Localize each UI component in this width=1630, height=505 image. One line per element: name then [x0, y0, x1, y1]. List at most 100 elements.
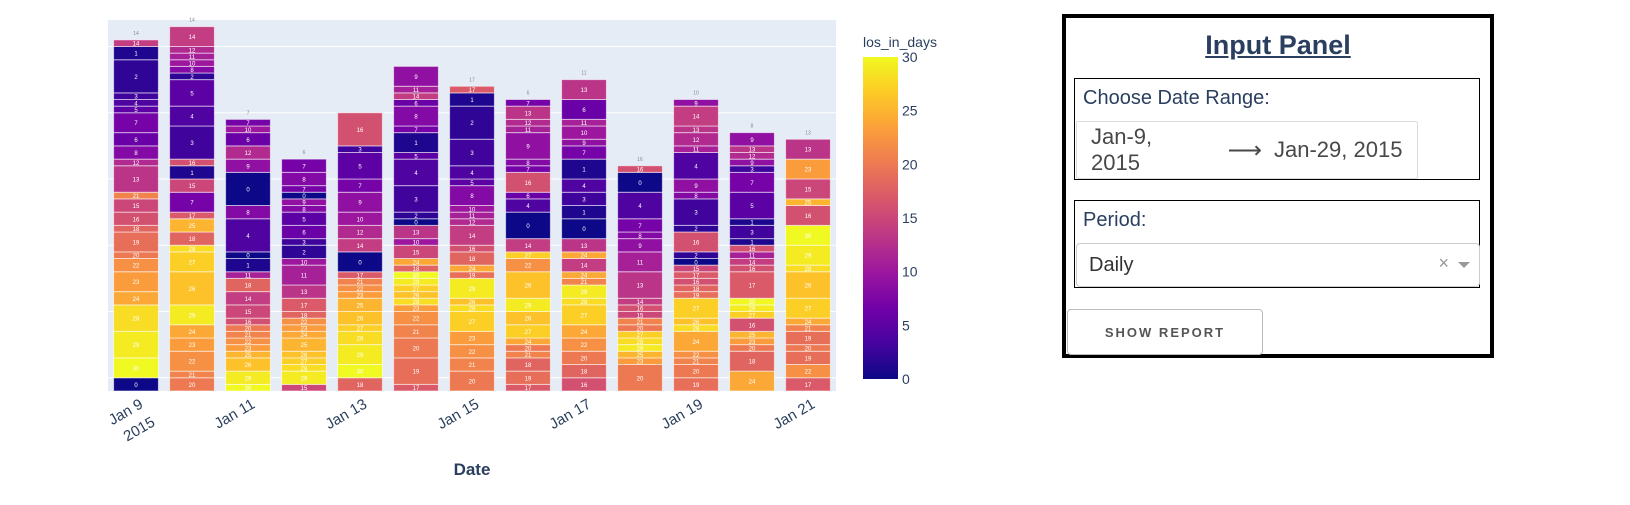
segment-label: 30 — [413, 274, 420, 280]
segment-label: 2 — [694, 254, 698, 260]
start-date-input[interactable]: Jan-9, 2015 — [1091, 124, 1153, 175]
segment-label: 3 — [750, 168, 754, 174]
bar-segment — [337, 152, 383, 180]
segment-label: 26 — [805, 284, 812, 290]
bar-segment — [169, 79, 215, 107]
segment-label: 24 — [301, 333, 308, 339]
segment-label: 3 — [134, 95, 138, 101]
segment-label: 28 — [469, 307, 476, 313]
segment-label: 16 — [749, 267, 756, 273]
bar-segment — [505, 132, 551, 160]
segment-label: 0 — [414, 221, 418, 227]
segment-label: 9 — [638, 244, 642, 250]
bar-segment — [169, 125, 215, 160]
segment-label: 24 — [525, 340, 532, 346]
segment-label: 6 — [526, 194, 530, 200]
segment-label: 12 — [189, 48, 196, 54]
x-tick-label: Jan 11 — [211, 396, 258, 433]
bar-segment — [617, 165, 663, 173]
date-range-label: Choose Date Range: — [1083, 87, 1270, 109]
segment-label: 17 — [301, 303, 308, 309]
segment-label: 9 — [358, 201, 362, 207]
segment-label: 26 — [525, 317, 532, 323]
segment-label: 21 — [133, 194, 140, 200]
colorbar-tick-label: 30 — [902, 49, 918, 65]
segment-label: 27 — [525, 330, 532, 336]
segment-label: 29 — [357, 353, 364, 359]
segment-label: 8 — [190, 68, 194, 74]
segment-label: 29 — [637, 346, 644, 352]
segment-label: 1 — [246, 264, 250, 270]
segment-label: 9 — [694, 184, 698, 190]
end-date-input[interactable]: Jan-29, 2015 — [1274, 137, 1403, 162]
bar-segment — [113, 304, 159, 332]
segment-label: 0 — [638, 181, 642, 187]
segment-label: 13 — [581, 244, 588, 250]
segment-label: 18 — [581, 370, 588, 376]
segment-label: 3 — [414, 197, 418, 203]
segment-label: 4 — [526, 204, 530, 210]
segment-label: 28 — [637, 340, 644, 346]
segment-label: 5 — [358, 164, 362, 170]
segment-label: 3 — [358, 148, 362, 154]
segment-label: 29 — [805, 254, 812, 260]
segment-label: 15 — [637, 313, 644, 319]
period-dropdown[interactable]: Daily × — [1076, 243, 1480, 287]
segment-label: 19 — [469, 274, 476, 280]
segment-label: 18 — [357, 383, 364, 389]
segment-label: 6 — [246, 138, 250, 144]
segment-label: 22 — [245, 340, 252, 346]
segment-label: 6 — [582, 108, 586, 114]
segment-label: 4 — [246, 234, 250, 240]
segment-label: 8 — [526, 161, 530, 167]
segment-label: 17 — [357, 274, 364, 280]
segment-label: 30 — [357, 370, 364, 376]
segment-label: 16 — [189, 161, 196, 167]
segment-label: 0 — [302, 194, 306, 200]
bar-segment — [225, 118, 271, 127]
segment-label: 26 — [413, 293, 420, 299]
segment-label: 18 — [469, 257, 476, 263]
clear-icon[interactable]: × — [1438, 253, 1449, 273]
segment-label: 16 — [133, 217, 140, 223]
segment-label: 17 — [693, 274, 700, 280]
segment-label: 30 — [245, 386, 252, 392]
segment-label: 6 — [134, 138, 138, 144]
segment-label: 21 — [189, 373, 196, 379]
segment-label: 20 — [749, 346, 756, 352]
segment-label: 25 — [245, 353, 252, 359]
segment-label: 24 — [189, 330, 196, 336]
segment-label: 22 — [189, 360, 196, 366]
segment-label: 29 — [581, 290, 588, 296]
segment-label: 0 — [526, 224, 530, 230]
chevron-down-icon[interactable] — [1458, 262, 1470, 268]
segment-label: 20 — [637, 327, 644, 333]
segment-label: 1 — [750, 240, 754, 246]
colorbar — [863, 57, 898, 379]
segment-label: 1 — [582, 168, 586, 174]
bar-segment — [617, 271, 663, 299]
bar-segment — [113, 39, 159, 47]
segment-label: 7 — [750, 181, 754, 187]
segment-label: 21 — [469, 363, 476, 369]
show-report-button[interactable]: SHOW REPORT — [1067, 309, 1263, 355]
segment-label: 10 — [357, 217, 364, 223]
bar-segment — [785, 271, 831, 299]
segment-label: 28 — [413, 300, 420, 306]
x-tick-label: Jan 13 — [322, 396, 370, 433]
segment-label: 23 — [357, 293, 364, 299]
segment-label: 28 — [581, 300, 588, 306]
period-box: Period: Daily × — [1074, 200, 1480, 288]
date-range-picker[interactable]: Jan-9, 2015 ⟶ Jan-29, 2015 — [1076, 121, 1418, 179]
segment-label: 17 — [413, 386, 420, 392]
segment-label: 9 — [246, 164, 250, 170]
segment-label: 17 — [525, 386, 532, 392]
segment-label: 8 — [694, 194, 698, 200]
segment-label: 21 — [413, 330, 420, 336]
segment-label: 27 — [301, 360, 308, 366]
segment-label: 23 — [245, 346, 252, 352]
segment-label: 1 — [582, 211, 586, 217]
segment-label: 13 — [525, 111, 532, 117]
segment-label: 3 — [694, 211, 698, 217]
